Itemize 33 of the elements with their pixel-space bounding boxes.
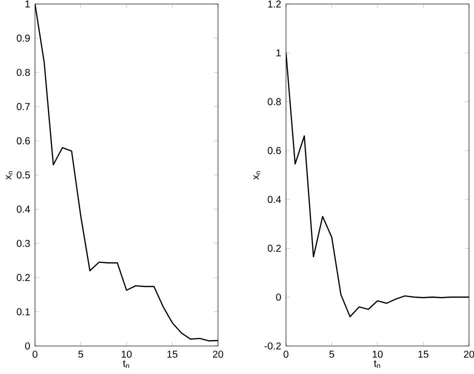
y-tick-label: 0.9 [16, 34, 30, 42]
y-tick-label: 1 [25, 0, 30, 8]
x-tick-label: 0 [284, 350, 288, 358]
y-tick-label: 1 [276, 49, 281, 56]
x-tick-label: 0 [32, 350, 38, 358]
y-tick-label: 0.8 [16, 68, 30, 76]
y-tick-label: 0.1 [16, 308, 30, 316]
y-tick-label: 1.2 [268, 0, 281, 8]
x-tick-label: 5 [78, 350, 84, 358]
y-tick-label: 0.6 [268, 147, 281, 154]
y-tick-label: -0.2 [264, 342, 281, 350]
y-tick-label: 0.4 [16, 206, 30, 213]
y-tick-label: 0.7 [16, 103, 30, 110]
x-tick-label: 15 [167, 350, 178, 358]
y-axis-title: x$_{n}$ [254, 171, 260, 180]
y-tick-label: 0.3 [16, 240, 30, 247]
x-axis-title: t$_{n}$ [122, 360, 130, 368]
y-tick-label: 0.2 [268, 244, 281, 252]
x-tick-label: 5 [329, 350, 334, 358]
x-tick-label: 10 [122, 350, 132, 358]
x-tick-label: 20 [464, 350, 474, 358]
y-tick-label: 0.2 [16, 274, 30, 282]
y-tick-label: 0.6 [16, 137, 30, 144]
y-axis-title: x$_{n}$ [6, 171, 13, 180]
x-tick-label: 10 [372, 350, 383, 358]
y-tick-label: 0.5 [16, 171, 30, 179]
x-tick-label: 20 [212, 350, 224, 358]
y-tick-label: 0 [25, 342, 30, 350]
y-tick-label: 0.4 [268, 196, 281, 203]
y-tick-label: 0.8 [268, 98, 281, 106]
x-tick-label: 15 [418, 350, 428, 358]
x-axis-title: t$_{n}$ [374, 360, 380, 368]
y-tick-label: 0 [276, 294, 281, 301]
